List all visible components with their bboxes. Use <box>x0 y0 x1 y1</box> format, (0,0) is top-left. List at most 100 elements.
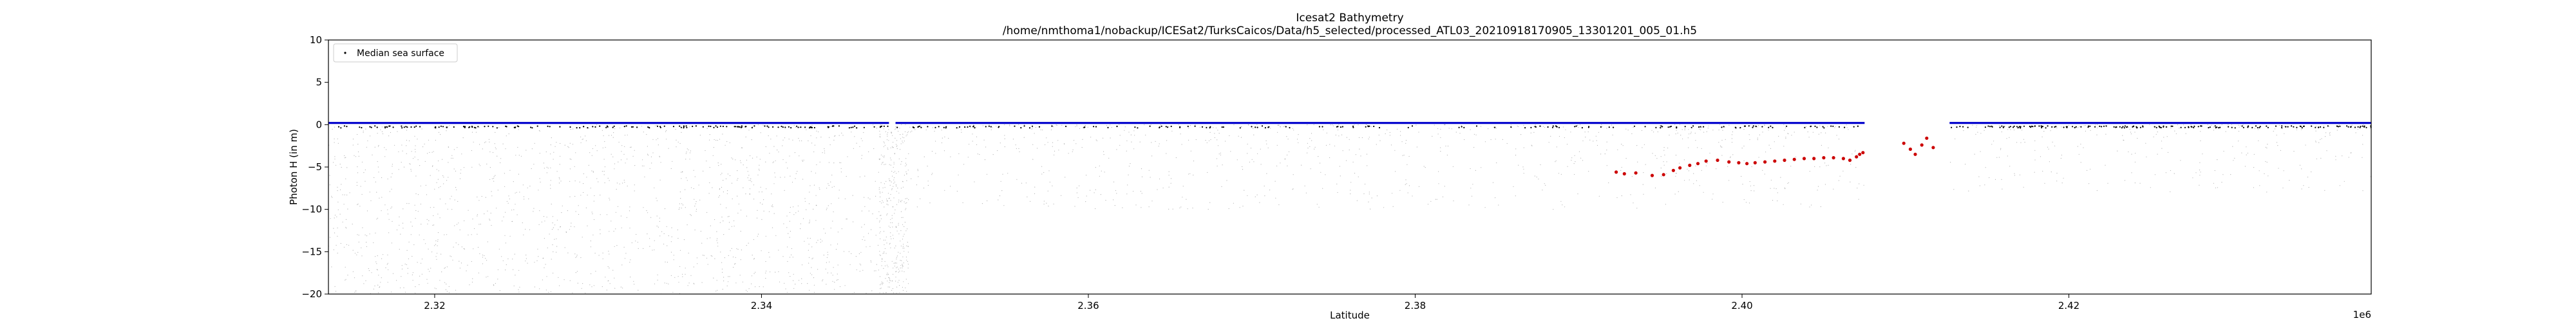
surface-photon-point <box>1251 126 1253 128</box>
photon-point <box>2259 185 2260 186</box>
photon-point <box>706 212 708 213</box>
photon-point <box>759 286 760 288</box>
surface-photon-point <box>2214 125 2216 127</box>
photon-point <box>752 157 753 159</box>
photon-point <box>2034 172 2035 173</box>
photon-point <box>1032 144 1034 145</box>
photon-point <box>1301 164 1302 166</box>
photon-point <box>900 265 902 266</box>
photon-point <box>672 291 674 293</box>
photon-point <box>1264 195 1265 197</box>
photon-point <box>1208 208 1209 210</box>
surface-photon-point <box>2219 126 2221 128</box>
surface-photon-point <box>468 126 470 128</box>
photon-point <box>891 222 893 224</box>
surface-photon-point <box>1267 126 1269 128</box>
photon-point <box>589 152 591 153</box>
photon-point <box>430 175 431 176</box>
photon-point <box>491 195 493 197</box>
photon-point <box>659 235 661 237</box>
photon-point <box>1703 132 1705 133</box>
legend-marker <box>344 52 346 54</box>
photon-point <box>355 156 357 157</box>
photon-point <box>1701 127 1703 128</box>
photon-point <box>880 182 882 183</box>
surface-photon-point <box>1373 125 1375 128</box>
bathymetry-point <box>1908 147 1912 151</box>
surface-photon-point <box>2103 125 2105 127</box>
surface-photon-point <box>1951 126 1953 128</box>
photon-point <box>690 187 692 188</box>
photon-point <box>1438 183 1439 184</box>
photon-point <box>505 148 506 150</box>
surface-photon-point <box>530 126 532 128</box>
photon-point <box>2213 182 2214 184</box>
photon-point <box>518 129 519 130</box>
photon-point <box>649 246 650 247</box>
photon-point <box>388 232 390 233</box>
surface-photon-point <box>735 126 737 128</box>
photon-point <box>441 271 442 273</box>
y-tick-label: 10 <box>310 34 322 46</box>
photon-point <box>723 234 724 235</box>
photon-point <box>826 262 827 263</box>
photon-point <box>388 135 390 137</box>
photon-point <box>1811 204 1812 206</box>
photon-point <box>907 251 909 253</box>
bathymetry-point <box>1727 160 1731 164</box>
surface-photon-point <box>2188 126 2190 128</box>
photon-point <box>544 238 545 239</box>
surface-photon-point <box>2255 125 2257 127</box>
surface-photon-point <box>403 126 405 128</box>
photon-point <box>2301 168 2302 170</box>
photon-point <box>715 139 717 141</box>
surface-photon-point <box>2346 125 2348 127</box>
photon-point <box>400 233 401 235</box>
photon-point <box>550 153 551 155</box>
photon-point <box>435 288 437 290</box>
surface-photon-point <box>1608 126 1610 128</box>
photon-point <box>680 198 681 199</box>
photon-point <box>981 203 983 204</box>
photon-point <box>1835 126 1836 127</box>
photon-point <box>757 235 758 237</box>
surface-photon-point <box>2163 125 2164 127</box>
photon-point <box>847 156 848 157</box>
photon-point <box>376 263 377 264</box>
photon-point <box>437 245 438 246</box>
photon-point <box>1596 140 1597 141</box>
photon-point <box>1101 170 1102 172</box>
photon-point <box>891 132 893 133</box>
photon-point <box>721 262 723 263</box>
photon-point <box>784 137 786 139</box>
surface-photon-point <box>1838 126 1840 128</box>
surface-photon-point <box>777 126 779 128</box>
photon-point <box>1728 180 1730 181</box>
photon-point <box>2280 150 2281 151</box>
surface-photon-point <box>2242 126 2244 128</box>
photon-point <box>813 291 815 293</box>
photon-point <box>623 153 625 155</box>
surface-photon-point <box>2008 126 2010 128</box>
photon-point <box>1533 126 1535 127</box>
photon-point <box>721 186 723 188</box>
photon-point <box>2369 128 2371 129</box>
photon-point <box>1383 207 1385 208</box>
surface-photon-point <box>2363 126 2365 128</box>
surface-photon-point <box>938 126 940 128</box>
photon-point <box>362 275 363 277</box>
photon-point <box>717 242 718 244</box>
surface-photon-point <box>1772 126 1774 128</box>
surface-photon-point <box>1051 125 1053 127</box>
photon-point <box>1021 182 1023 184</box>
photon-point <box>1034 186 1036 188</box>
photon-point <box>2085 125 2087 126</box>
photon-point <box>607 177 609 179</box>
photon-point <box>1085 201 1086 202</box>
photon-point <box>501 256 502 257</box>
photon-point <box>808 257 810 258</box>
surface-photon-point <box>1038 126 1041 128</box>
photon-point <box>2000 149 2002 150</box>
photon-point <box>861 226 862 228</box>
photon-point <box>428 248 429 250</box>
